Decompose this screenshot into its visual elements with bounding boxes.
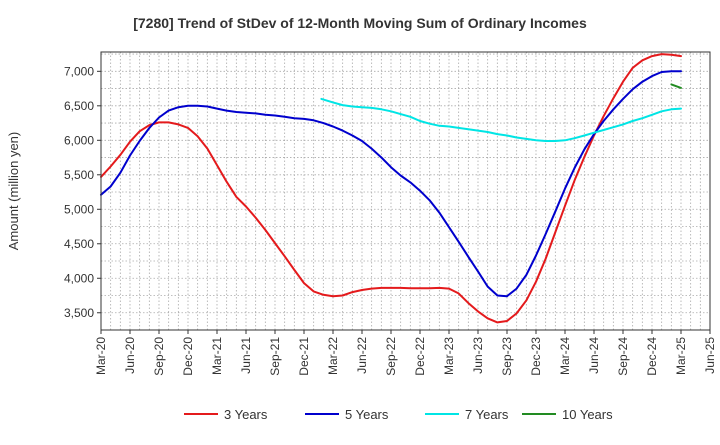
x-tick-label: Sep-23 xyxy=(500,337,514,376)
x-tick-label: Dec-23 xyxy=(529,337,543,376)
series-line-3-years xyxy=(100,53,682,324)
gridlines xyxy=(100,52,711,330)
x-tick-label: Sep-22 xyxy=(384,337,398,376)
y-tick-label: 3,500 xyxy=(64,306,94,320)
x-tick-label: Mar-24 xyxy=(558,337,572,375)
y-tick-label: 6,000 xyxy=(64,133,94,147)
series-line-10-years xyxy=(670,83,682,89)
x-tick-label: Mar-22 xyxy=(326,337,340,375)
series-line-7-years xyxy=(320,97,682,142)
y-axis-label: Amount (million yen) xyxy=(6,132,21,251)
x-tick-label: Jun-22 xyxy=(355,337,369,374)
x-tick-label: Mar-21 xyxy=(210,337,224,375)
x-tick-label: Sep-20 xyxy=(152,337,166,376)
y-axis-ticks: 3,500 4,000 4,500 5,000 5,500 6,000 6,500 7,000 xyxy=(64,64,101,320)
y-tick-label: 5,000 xyxy=(64,202,94,216)
x-axis-ticks: Mar-20 Jun-20 Sep-20 Dec-20 Mar-21 Jun-21 Sep-… xyxy=(94,330,717,376)
x-tick-label: Mar-25 xyxy=(674,337,688,375)
x-tick-label: Dec-24 xyxy=(645,337,659,376)
y-tick-label: 6,500 xyxy=(64,99,94,113)
y-tick-label: 5,500 xyxy=(64,168,94,182)
plot-area-border xyxy=(100,51,711,331)
chart-title: [7280] Trend of StDev of 12-Month Moving… xyxy=(133,15,587,31)
x-tick-label: Sep-24 xyxy=(616,337,630,376)
x-tick-label: Dec-22 xyxy=(413,337,427,376)
x-tick-label: Dec-21 xyxy=(297,337,311,376)
x-tick-label: Dec-20 xyxy=(181,337,195,376)
legend-label: 3 Years xyxy=(224,407,268,422)
legend-label: 7 Years xyxy=(465,407,509,422)
x-tick-label: Mar-20 xyxy=(94,337,108,375)
legend: 3 Years 5 Years 7 Years 10 Years xyxy=(184,407,613,422)
series-lines xyxy=(100,53,682,324)
x-tick-label: Jun-21 xyxy=(239,337,253,374)
legend-label: 10 Years xyxy=(562,407,613,422)
series-line-5-years xyxy=(100,70,682,298)
x-tick-label: Jun-25 xyxy=(703,337,717,374)
y-tick-label: 7,000 xyxy=(64,64,94,78)
x-tick-label: Mar-23 xyxy=(442,337,456,375)
y-tick-label: 4,500 xyxy=(64,237,94,251)
y-tick-label: 4,000 xyxy=(64,271,94,285)
x-tick-label: Jun-24 xyxy=(587,337,601,374)
x-tick-label: Sep-21 xyxy=(268,337,282,376)
x-tick-label: Jun-23 xyxy=(471,337,485,374)
legend-label: 5 Years xyxy=(345,407,389,422)
x-tick-label: Jun-20 xyxy=(123,337,137,374)
